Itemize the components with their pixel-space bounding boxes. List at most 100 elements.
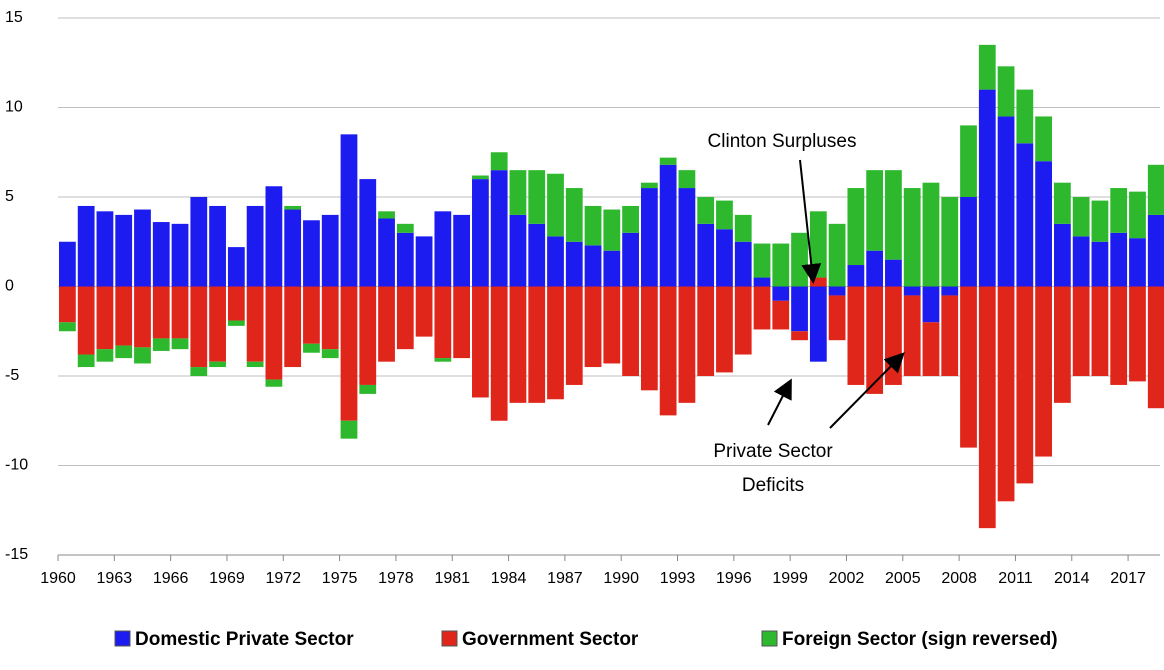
bar-segment (903, 188, 921, 287)
annotation: Deficits (742, 475, 804, 496)
bar-segment (772, 300, 790, 330)
annotation: Private Sector (713, 441, 833, 462)
bar-segment (828, 295, 846, 341)
bar-segment (509, 286, 527, 403)
bar-segment (340, 286, 358, 421)
y-tick-label: 0 (5, 278, 14, 295)
bar-segment (284, 286, 302, 368)
bar-segment (415, 236, 433, 287)
x-tick-label: 2017 (1110, 570, 1146, 587)
bar-segment (284, 205, 302, 210)
bar-segment (152, 338, 170, 351)
bar-segment (565, 286, 583, 385)
x-tick-label: 2008 (941, 570, 977, 587)
bar-segment (303, 343, 320, 353)
bar-segment (265, 379, 283, 387)
bar-segment (77, 205, 95, 287)
bar-segment (866, 250, 884, 287)
bar-segment (960, 125, 977, 197)
bar-segment (340, 420, 358, 439)
bar-segment (134, 347, 151, 364)
bar-segment (115, 345, 133, 359)
bar-segment (1035, 161, 1052, 287)
bar-segment (922, 182, 940, 287)
bar-segment (565, 241, 583, 287)
bar-segment (528, 286, 546, 403)
bar-segment (678, 188, 696, 287)
bar-segment (866, 170, 884, 251)
x-tick-label: 1993 (660, 570, 696, 587)
bar-segment (265, 186, 283, 287)
bar-segment (753, 286, 771, 330)
bar-segment (997, 66, 1015, 117)
bar-segment (1053, 182, 1071, 224)
bar-segment (678, 170, 696, 189)
bar-segment (246, 286, 264, 362)
bar-segment (171, 223, 189, 287)
bar-segment (791, 232, 808, 287)
bar-segment (396, 223, 414, 233)
bar-segment (1091, 200, 1109, 242)
legend-swatch (761, 630, 778, 647)
bar-segment (96, 286, 114, 350)
bar-segment (565, 188, 583, 242)
bar-segment (209, 205, 226, 287)
bar-segment (190, 367, 208, 376)
y-tick-label: -5 (5, 367, 19, 384)
bar-segment (1129, 286, 1146, 382)
bar-segment (227, 247, 245, 287)
bar-segment (115, 214, 133, 287)
bar-segment (547, 236, 564, 287)
legend-label: Domestic Private Sector (135, 629, 354, 650)
x-tick-label: 1984 (491, 570, 527, 587)
bar-segment (809, 286, 827, 362)
legend-label: Government Sector (462, 629, 639, 650)
x-tick-label: 1987 (547, 570, 583, 587)
bar-segment (847, 188, 865, 266)
bar-segment (1072, 286, 1090, 376)
bar-segment (1147, 286, 1164, 409)
bar-segment (227, 286, 245, 321)
bar-segment (922, 322, 940, 376)
bar-segment (303, 220, 320, 287)
bar-segment (584, 286, 602, 368)
bar-segment (903, 295, 921, 376)
bar-segment (303, 286, 320, 344)
x-tick-label: 1963 (97, 570, 133, 587)
bar-segment (659, 164, 677, 287)
bar-segment (453, 286, 471, 359)
bar-segment (378, 211, 395, 219)
bar-segment (415, 286, 433, 337)
bar-segment (622, 205, 639, 233)
bar-segment (866, 286, 884, 394)
bar-segment (77, 286, 95, 355)
bar-segment (378, 286, 395, 362)
x-tick-label: 1990 (603, 570, 639, 587)
bar-segment (716, 229, 733, 287)
bar-segment (584, 245, 602, 287)
bar-segment (622, 232, 639, 287)
bar-segment (284, 209, 302, 287)
bar-segment (1035, 286, 1052, 457)
bar-segment (1110, 286, 1128, 385)
bar-segment (903, 286, 921, 296)
bar-segment (1016, 286, 1034, 484)
bar-segment (603, 209, 621, 251)
bar-segment (809, 211, 827, 278)
bar-segment (753, 243, 771, 278)
bar-segment (96, 349, 114, 362)
bar-segment (246, 205, 264, 287)
bar-segment (1091, 241, 1109, 287)
bar-segment (115, 286, 133, 346)
bar-segment (847, 286, 865, 385)
bar-segment (547, 173, 564, 237)
bar-segment (960, 286, 977, 448)
bar-segment (1147, 164, 1164, 215)
bar-segment (885, 259, 902, 287)
bar-segment (134, 286, 151, 348)
x-tick-label: 1981 (434, 570, 470, 587)
bar-segment (941, 286, 959, 296)
bar-segment (1091, 286, 1109, 376)
bar-segment (622, 286, 639, 376)
